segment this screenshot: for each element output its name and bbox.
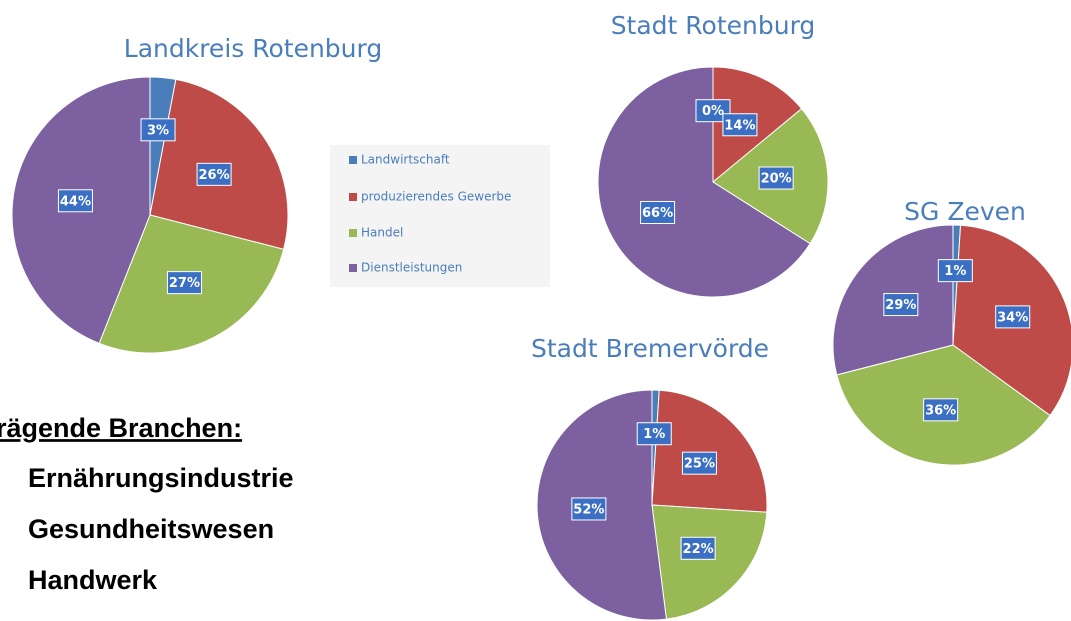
chart-title: Landkreis Rotenburg <box>124 34 382 63</box>
legend-label: Handel <box>361 226 403 240</box>
value-label-box <box>140 118 176 142</box>
value-label-box <box>758 166 794 190</box>
value-label: 52% <box>573 502 604 517</box>
value-label-box <box>681 451 717 475</box>
pie-slice <box>651 389 768 513</box>
value-label: 1% <box>643 427 665 442</box>
legend-label: Landwirtschaft <box>361 153 450 167</box>
value-label: 29% <box>885 298 916 313</box>
chart-title: Stadt Rotenburg <box>611 11 816 40</box>
value-label: 34% <box>997 310 1028 325</box>
value-label: 22% <box>683 542 714 557</box>
value-label-box <box>680 536 716 560</box>
value-label: 25% <box>684 457 715 472</box>
chart-title: Stadt Bremervörde <box>531 334 769 363</box>
legend-swatch <box>349 264 357 272</box>
value-label: 20% <box>761 172 792 187</box>
branch-item: Ernährungsindustrie <box>28 463 294 493</box>
value-label-box <box>883 293 919 317</box>
legend-swatch <box>349 193 357 201</box>
value-label: 26% <box>199 168 230 183</box>
value-label: 44% <box>60 194 91 209</box>
legend-label: Dienstleistungen <box>361 261 462 275</box>
value-label: 66% <box>642 206 673 221</box>
value-label: 0% <box>702 104 724 119</box>
legend-label: produzierendes Gewerbe <box>361 190 511 204</box>
legend-swatch <box>349 229 357 237</box>
value-label-box <box>937 259 973 283</box>
legend-box <box>330 145 550 287</box>
value-label-box <box>923 398 959 422</box>
value-label-box <box>636 422 672 446</box>
chart-title: SG Zeven <box>904 197 1026 226</box>
pie-slice <box>597 66 811 298</box>
value-label-box <box>995 305 1031 329</box>
branch-item: Handwerk <box>28 565 158 595</box>
value-label-box <box>196 162 232 186</box>
value-label: 1% <box>944 264 966 279</box>
value-label-box <box>695 99 731 123</box>
value-label-box <box>57 189 93 213</box>
value-label-box <box>571 497 607 521</box>
value-label-box <box>166 271 202 295</box>
value-label: 3% <box>147 123 169 138</box>
value-label: 14% <box>724 118 755 133</box>
legend-swatch <box>349 156 357 164</box>
value-label-box <box>640 200 676 224</box>
branch-item: Gesundheitswesen <box>28 514 274 544</box>
value-label: 27% <box>169 276 200 291</box>
value-label: 36% <box>925 403 956 418</box>
pie-slice <box>651 504 768 620</box>
value-label-box <box>722 113 758 137</box>
branches-heading: rägende Branchen: <box>0 413 242 443</box>
